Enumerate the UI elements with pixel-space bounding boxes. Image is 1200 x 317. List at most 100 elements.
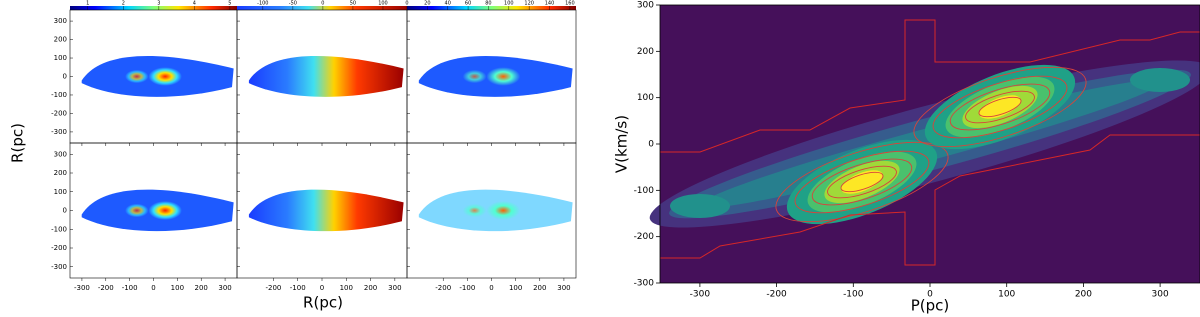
y-tick-label: 100 xyxy=(637,93,654,103)
y-tick-label: 0 xyxy=(648,140,654,150)
model-contour xyxy=(913,66,1087,148)
colorbar xyxy=(70,6,237,10)
y-tick-label: 100 xyxy=(54,188,67,196)
model-contour xyxy=(827,165,897,199)
model-outline xyxy=(660,19,1200,153)
x-tick-label: 100 xyxy=(340,284,353,292)
x-tick-label: -200 xyxy=(98,284,114,292)
pv-diagram: -300 -200 -100 0 100 200 300 -300 -200 -100 0 100 20… xyxy=(634,1,1200,300)
colorbar-tick-label: 100 xyxy=(504,1,514,7)
colorbar-tick-label: 50 xyxy=(350,1,356,7)
model-contour xyxy=(840,171,884,193)
model-contour xyxy=(949,83,1051,131)
x-tick-label: 200 xyxy=(1075,290,1092,300)
model-contour xyxy=(775,141,949,223)
colorbar-tick-label: 1 xyxy=(86,1,89,7)
x-tick-label: 0 xyxy=(489,284,493,292)
x-tick-label: -200 xyxy=(766,290,787,300)
x-tick-label: -100 xyxy=(843,290,864,300)
y-tick-label: 300 xyxy=(54,150,67,158)
colorbar-tick-label: 140 xyxy=(545,1,555,7)
x-tick-label: -300 xyxy=(690,290,711,300)
map-image xyxy=(248,189,404,232)
y-tick-label: -100 xyxy=(51,225,67,233)
colorbar-tick-label: -100 xyxy=(257,1,268,7)
y-tick-label: -100 xyxy=(634,186,655,196)
x-axis-label: P(pc) xyxy=(911,297,950,315)
y-tick-label: 100 xyxy=(54,54,67,62)
x-tick-label: -200 xyxy=(435,284,451,292)
map-spot xyxy=(148,201,182,220)
colorbar-tick-label: 100 xyxy=(378,1,388,7)
model-contour xyxy=(978,96,1022,118)
x-tick-label: 0 xyxy=(320,284,324,292)
x-tick-label: -200 xyxy=(265,284,281,292)
colorbar-tick-label: 3 xyxy=(157,1,160,7)
x-tick-label: 0 xyxy=(927,290,933,300)
map-grid: 1 2 3 4 5-300-200-1000100200300-300-200-1000… xyxy=(51,1,577,292)
colorbar-tick-label: 2 xyxy=(122,1,125,7)
x-tick-label: 300 xyxy=(388,284,401,292)
colorbar-tick-label: 20 xyxy=(424,1,430,7)
map-spot xyxy=(125,69,149,84)
colorbar-tick-label: 5 xyxy=(228,1,231,7)
colorbar-tick-label: 160 xyxy=(565,1,575,7)
map-spot xyxy=(148,67,182,86)
y-tick-label: -200 xyxy=(51,244,67,252)
x-tick-label: 200 xyxy=(195,284,208,292)
colorbar xyxy=(407,6,576,10)
colorbar-tick-label: 0 xyxy=(321,1,324,7)
y-tick-label: 300 xyxy=(54,17,67,25)
y-axis-label: R(pc) xyxy=(9,123,27,163)
x-tick-label: 200 xyxy=(533,284,546,292)
y-tick-label: -300 xyxy=(51,128,67,136)
y-tick-label: 0 xyxy=(63,73,67,81)
density-contour xyxy=(841,170,883,194)
x-axis-label: R(pc) xyxy=(303,294,343,312)
y-tick-label: 200 xyxy=(54,36,67,44)
y-tick-label: 300 xyxy=(637,1,654,11)
x-tick-label: 300 xyxy=(218,284,231,292)
map-image xyxy=(248,55,404,97)
density-blob xyxy=(1130,68,1190,92)
x-tick-label: 100 xyxy=(509,284,522,292)
density-blob xyxy=(670,194,730,218)
x-tick-label: 300 xyxy=(557,284,570,292)
y-tick-label: 200 xyxy=(637,47,654,57)
model-contour xyxy=(965,90,1035,124)
x-tick-label: 100 xyxy=(171,284,184,292)
map-spot xyxy=(486,201,521,220)
model-contour xyxy=(932,75,1068,139)
x-tick-label: 300 xyxy=(1152,290,1169,300)
model-outline xyxy=(660,134,1200,266)
colorbar-tick-label: 80 xyxy=(485,1,491,7)
y-tick-label: -200 xyxy=(634,232,655,242)
x-tick-label: -100 xyxy=(122,284,138,292)
colorbar-tick-label: 60 xyxy=(465,1,471,7)
density-contour xyxy=(979,95,1021,119)
x-tick-label: 200 xyxy=(364,284,377,292)
x-tick-label: -100 xyxy=(459,284,475,292)
x-tick-label: -300 xyxy=(74,284,90,292)
colorbar-tick-label: 120 xyxy=(524,1,534,7)
colorbar xyxy=(237,6,407,10)
y-tick-label: -300 xyxy=(51,263,67,271)
y-tick-label: -100 xyxy=(51,91,67,99)
map-spot xyxy=(462,69,487,84)
colorbar-tick-label: -50 xyxy=(289,1,297,7)
colorbar-tick-label: 4 xyxy=(193,1,196,7)
y-tick-label: -200 xyxy=(51,109,67,117)
colorbar-tick-label: 40 xyxy=(445,1,451,7)
x-tick-label: 0 xyxy=(151,284,155,292)
x-tick-label: -100 xyxy=(290,284,306,292)
y-tick-label: -300 xyxy=(634,279,655,289)
y-axis-label: V(km/s) xyxy=(613,115,631,173)
model-contour xyxy=(811,158,913,206)
map-spot xyxy=(125,203,149,218)
model-contour xyxy=(794,150,930,214)
map-spot xyxy=(462,203,487,218)
colorbar-tick-label: 0 xyxy=(405,1,408,7)
y-tick-label: 0 xyxy=(63,207,67,215)
map-spot xyxy=(486,67,521,86)
